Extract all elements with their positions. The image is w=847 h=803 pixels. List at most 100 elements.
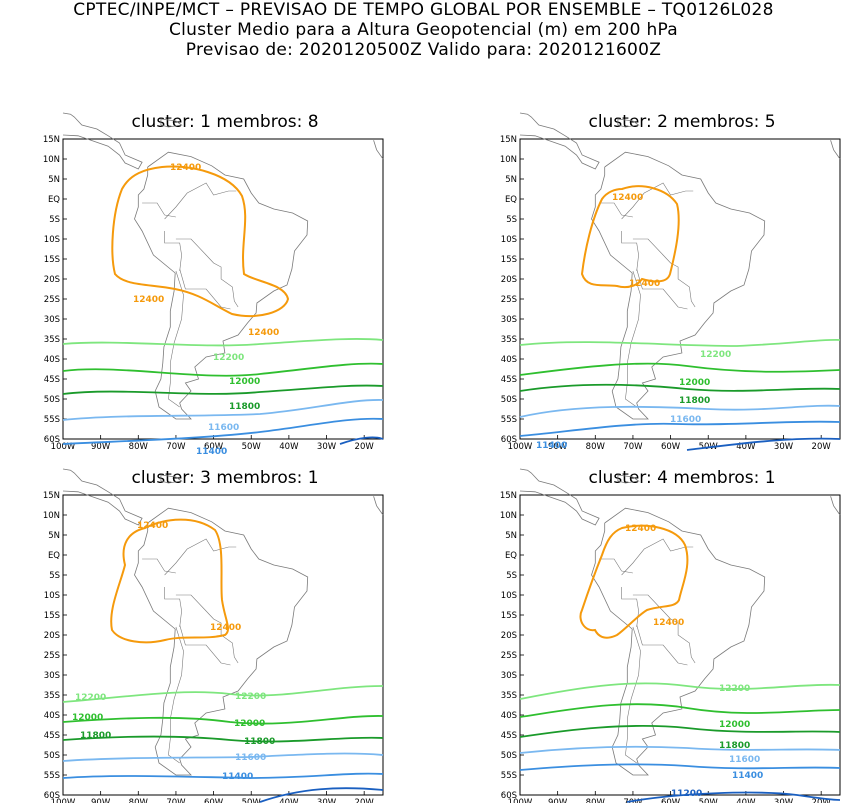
contour-label: 11800 [244, 737, 275, 747]
country-border [175, 238, 239, 308]
contour-12200 [62, 685, 384, 703]
coastline-caribbean [617, 118, 640, 128]
lat-tick-label: 50S [501, 751, 517, 761]
lat-tick-label: 40S [44, 355, 60, 365]
contour-labels: 12400 12400 12200 12000 11800 11600 1140… [625, 524, 763, 799]
contour-12200 [62, 338, 384, 347]
country-border [175, 594, 239, 664]
coastline-central-america [519, 112, 600, 170]
contour-label: 12000 [229, 377, 260, 387]
lon-tick-label: 30W [317, 442, 337, 452]
contour-label: 12200 [700, 350, 731, 360]
country-border [164, 182, 237, 220]
lat-tick-label: 10N [500, 155, 517, 165]
lat-tick-label: 60S [44, 435, 60, 445]
contour-11200 [339, 436, 384, 445]
country-border [142, 558, 176, 574]
country-border [636, 268, 688, 310]
lat-tick-label: 30S [501, 315, 517, 325]
lon-tick-label: 40W [279, 442, 299, 452]
country-border [142, 202, 176, 218]
contour-12000 [519, 362, 841, 376]
map-frame [62, 138, 384, 440]
contour-11800 [519, 724, 841, 738]
coastline-caribbean [160, 474, 183, 484]
lat-tick-label: 10S [44, 235, 60, 245]
lat-tick-label: 50S [44, 751, 60, 761]
lat-tick-label: 10S [501, 235, 517, 245]
contour-label: 11800 [80, 731, 111, 741]
lat-tick-label: EQ [48, 551, 60, 561]
lon-tick-label: 30W [317, 798, 337, 803]
map-base: 15N 10N 5N EQ 5S 10S 15S 20S 25S 30S 35S 40S 45S 50S 5… [500, 112, 841, 452]
lon-tick-label: 80W [586, 798, 606, 803]
country-border [621, 231, 639, 272]
country-border [636, 624, 688, 666]
lat-tick-label: 35S [501, 691, 517, 701]
lat-tick-label: 30S [44, 671, 60, 681]
contours [62, 518, 384, 803]
contour-label: 11800 [229, 402, 260, 412]
contour-label: 12400 [137, 521, 168, 531]
contour-label: 12400 [170, 163, 201, 173]
contour-11800 [62, 735, 384, 743]
country-border [621, 587, 639, 628]
country-border [168, 626, 184, 764]
country-border [621, 182, 694, 220]
lat-tick-label: 5N [505, 531, 517, 541]
lon-tick-label: 20W [812, 442, 832, 452]
lat-tick-label: 5N [48, 531, 60, 541]
panel-cluster-2: cluster: 2 membros: 5 15N 10N 5N EQ 5S 10S 15S… [457, 112, 847, 452]
country-border [632, 238, 696, 308]
lon-tick-label: 40W [736, 442, 756, 452]
lat-tick-label: 20S [44, 631, 60, 641]
contour-11600 [62, 399, 384, 421]
contour-label: 12000 [234, 719, 265, 729]
coastline-africa [373, 496, 384, 516]
lon-tick-label: 20W [812, 798, 832, 803]
coastline-central-america [62, 112, 143, 170]
lat-tick-label: 25S [501, 651, 517, 661]
contour-label: 11600 [235, 753, 266, 763]
contour-label: 12200 [235, 692, 266, 702]
contour-11600 [62, 752, 384, 762]
lat-tick-label: 60S [501, 791, 517, 801]
map-cluster-1: 15N 10N 5N EQ 5S 10S 15S 20S 25S 30S 35S 40S 45S 50S 5… [43, 112, 384, 457]
lat-tick-label: 10N [43, 511, 60, 521]
lat-tick-label: 45S [501, 375, 517, 385]
contour-12400 [110, 518, 229, 644]
lat-tick-label: 15N [500, 135, 517, 145]
map-base: 15N 10N 5N EQ 5S 10S 15S 20S 25S 30S 35S 40S 45S 50S 5… [43, 112, 384, 452]
contour-labels: 12400 12400 12400 12200 12000 11800 1160… [133, 163, 279, 457]
contour-12400 [111, 165, 290, 318]
contour-label: 12400 [210, 623, 241, 633]
country-border [179, 268, 231, 310]
map-base: 15N 10N 5N EQ 5S 10S 15S 20S 25S 30S 35S 40S 45S 50S 5… [500, 468, 841, 803]
map-base: 15N 10N 5N EQ 5S 10S 15S 20S 25S 30S 35S 40S 45S 50S 5… [43, 468, 384, 803]
contour-12000 [519, 703, 841, 718]
lon-tick-label: 70W [166, 798, 186, 803]
coastline-central-america [519, 468, 600, 526]
map-frame [62, 494, 384, 796]
country-border [599, 558, 633, 574]
country-border [599, 202, 633, 218]
lat-tick-label: 5N [48, 175, 60, 185]
lon-tick-label: 60W [661, 798, 681, 803]
contour-label: 11600 [208, 423, 239, 433]
contour-11600 [519, 745, 841, 754]
panel-title: cluster: 2 membros: 5 [588, 112, 776, 132]
contour-12000 [62, 715, 384, 725]
contour-label: 12400 [612, 193, 643, 203]
lat-tick-label: 60S [44, 791, 60, 801]
lon-tick-label: 70W [166, 442, 186, 452]
country-border [164, 538, 237, 576]
lat-tick-label: 10N [500, 511, 517, 521]
lat-tick-label: 15S [44, 611, 60, 621]
lon-tick-label: 60W [204, 798, 224, 803]
country-border [164, 231, 182, 272]
lat-tick-label: 55S [501, 415, 517, 425]
lat-tick-label: 50S [44, 395, 60, 405]
contour-12400 [580, 185, 680, 289]
contour-11400 [62, 772, 384, 779]
header-line-1: CPTEC/INPE/MCT – PREVISAO DE TEMPO GLOBA… [73, 0, 774, 20]
